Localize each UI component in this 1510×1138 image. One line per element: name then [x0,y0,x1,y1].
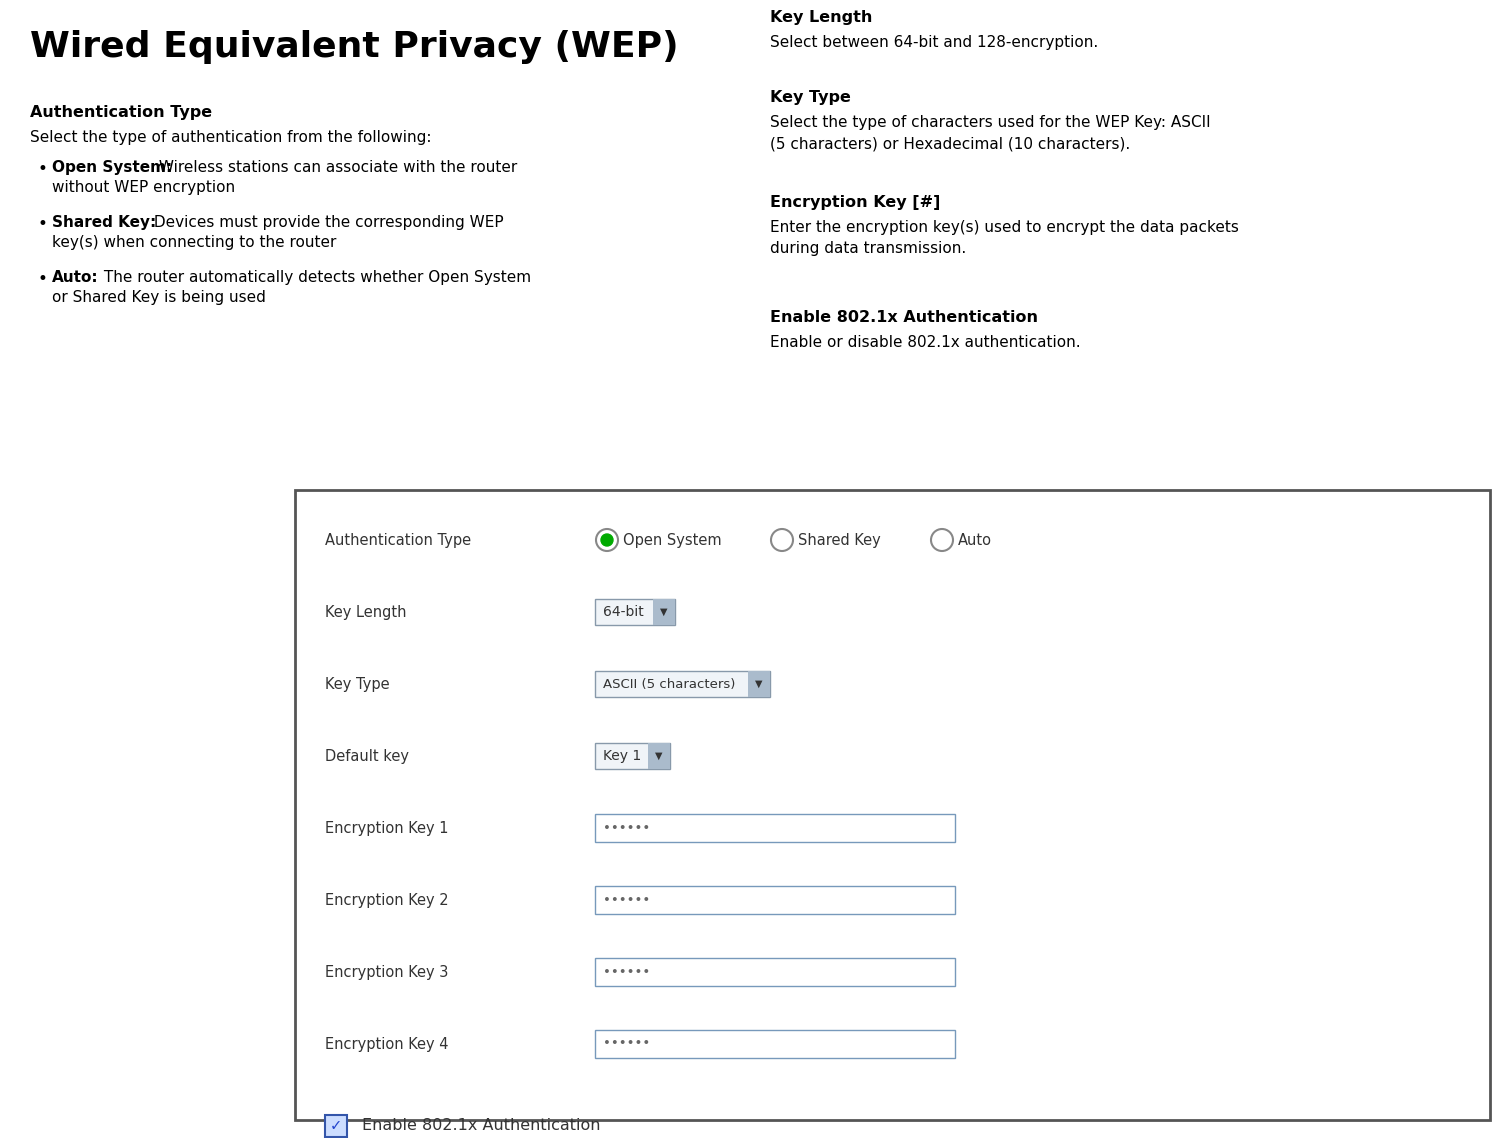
Text: Authentication Type: Authentication Type [30,105,211,119]
Bar [595,887,954,914]
Text: Default key: Default key [325,749,409,764]
Text: Enter the encryption key(s) used to encrypt the data packets
during data transmi: Enter the encryption key(s) used to encr… [770,220,1238,256]
Text: Auto:: Auto: [51,270,98,284]
Text: ▼: ▼ [660,607,667,617]
Text: •: • [38,270,48,288]
Text: Wireless stations can associate with the router: Wireless stations can associate with the… [154,160,518,175]
Text: Encryption Key 1: Encryption Key 1 [325,820,448,835]
Text: Open System:: Open System: [51,160,172,175]
Text: Key Type: Key Type [770,90,850,105]
Bar [325,1115,347,1137]
Text: ▼: ▼ [655,751,663,761]
Text: Key Length: Key Length [770,10,873,25]
Text: Open System: Open System [624,533,722,547]
Text: Enable or disable 802.1x authentication.: Enable or disable 802.1x authentication. [770,335,1081,351]
Bar [652,599,675,625]
Text: Enable 802.1x Authentication: Enable 802.1x Authentication [770,310,1037,325]
Text: ASCII (5 characters): ASCII (5 characters) [602,677,735,691]
Text: or Shared Key is being used: or Shared Key is being used [51,290,266,305]
Text: Encryption Key 4: Encryption Key 4 [325,1037,448,1052]
Text: Authentication Type: Authentication Type [325,533,471,547]
Text: Key Length: Key Length [325,604,406,619]
Text: Select between 64-bit and 128-encryption.: Select between 64-bit and 128-encryption… [770,35,1098,50]
Bar [595,814,954,842]
Text: Key Type: Key Type [325,676,390,692]
Text: Shared Key:: Shared Key: [51,215,156,230]
Text: Select the type of authentication from the following:: Select the type of authentication from t… [30,130,432,145]
Text: Enable 802.1x Authentication: Enable 802.1x Authentication [362,1119,601,1133]
Text: ••••••: •••••• [602,893,651,907]
Bar [595,958,954,986]
Bar [595,671,770,696]
Text: Shared Key: Shared Key [797,533,880,547]
Text: 64-bit: 64-bit [602,605,643,619]
Text: •: • [38,160,48,178]
Text: ••••••: •••••• [602,965,651,979]
Circle shape [601,534,613,546]
Text: Encryption Key 3: Encryption Key 3 [325,965,448,980]
Text: ▼: ▼ [755,679,763,688]
Text: key(s) when connecting to the router: key(s) when connecting to the router [51,236,337,250]
Text: ✓: ✓ [329,1119,343,1133]
Bar [747,671,770,696]
Text: Encryption Key 2: Encryption Key 2 [325,892,448,907]
Text: ••••••: •••••• [602,822,651,834]
Text: Auto: Auto [957,533,992,547]
Bar [595,743,670,769]
Text: •: • [38,215,48,233]
Bar [648,743,670,769]
Bar [595,599,675,625]
Text: without WEP encryption: without WEP encryption [51,180,236,195]
Text: Encryption Key [#]: Encryption Key [#] [770,195,941,211]
Bar [294,490,1490,1120]
Bar [595,1030,954,1058]
Text: ••••••: •••••• [602,1038,651,1050]
Text: Key 1: Key 1 [602,749,642,762]
Text: Select the type of characters used for the WEP Key: ASCII
(5 characters) or Hexa: Select the type of characters used for t… [770,115,1211,151]
Text: The router automatically detects whether Open System: The router automatically detects whether… [100,270,532,284]
Text: Devices must provide the corresponding WEP: Devices must provide the corresponding W… [149,215,504,230]
Text: Wired Equivalent Privacy (WEP): Wired Equivalent Privacy (WEP) [30,30,678,64]
